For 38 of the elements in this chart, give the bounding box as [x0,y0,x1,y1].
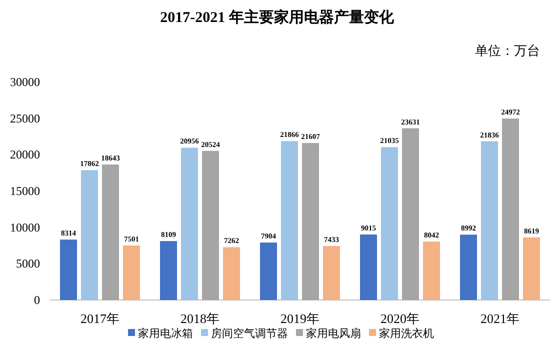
bar [102,164,119,300]
y-tick-label: 0 [34,293,40,307]
bar [302,142,319,300]
legend-label: 家用电冰箱 [138,327,193,340]
bar [123,245,140,300]
bar [181,148,198,300]
x-tick-label: 2018年 [180,311,220,326]
chart-title: 2017-2021 年主要家用电器产量变化 [160,8,395,26]
bar [281,141,298,300]
legend-label: 家用洗衣机 [379,327,434,340]
bar [523,237,540,300]
y-tick-label: 20000 [10,148,40,162]
bar [481,141,498,300]
bar [402,128,419,300]
bar [202,150,219,300]
x-tick-label: 2020年 [380,311,420,326]
bar [381,147,398,300]
x-tick-label: 2017年 [80,311,120,326]
bar [460,234,477,300]
y-tick-label: 30000 [10,75,40,89]
bar [260,242,277,300]
bar [423,242,440,300]
x-tick-label: 2019年 [280,311,320,326]
y-tick-label: 15000 [10,184,40,198]
y-tick-label: 25000 [10,111,40,126]
y-tick-label: 10000 [10,220,40,234]
x-tick-label: 2021年 [480,311,520,326]
bar [323,246,340,300]
bar [60,240,77,300]
legend-label: 房间空气调节器 [211,327,288,340]
bar [160,241,177,300]
bar [502,118,519,300]
y-tick-label: 5000 [16,256,40,271]
bar [81,170,98,300]
text: 单位：万台 [475,43,540,58]
bar [360,234,377,300]
legend-label: 家用电风扇 [306,327,361,340]
bar [223,247,240,300]
